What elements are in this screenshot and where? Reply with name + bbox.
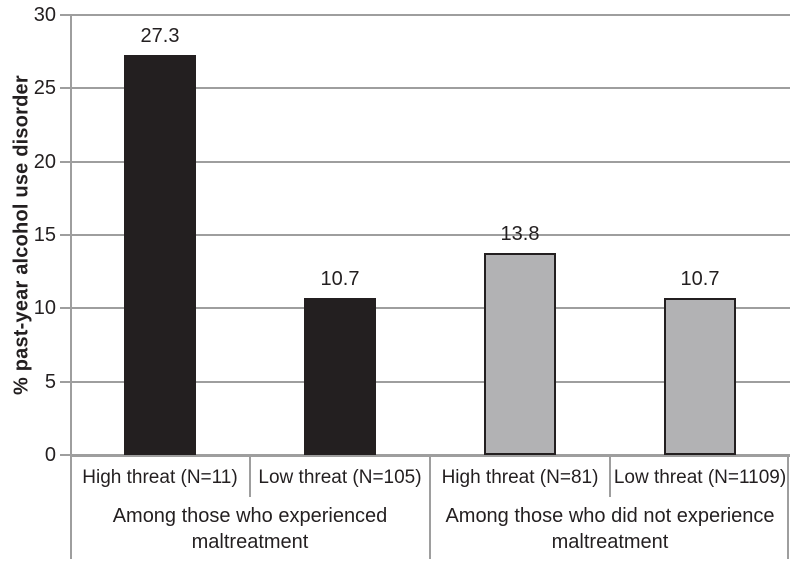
gridline — [70, 234, 790, 236]
y-tick-mark — [60, 14, 70, 16]
axis-separator — [70, 457, 72, 559]
y-tick-label: 25 — [33, 77, 56, 100]
bar — [664, 298, 736, 455]
y-tick-mark — [60, 160, 70, 163]
category-label: Low threat (N=1109) — [613, 467, 787, 488]
axis-separator — [429, 457, 431, 559]
axis-separator — [609, 457, 611, 497]
bar-value-label: 13.8 — [500, 222, 540, 245]
y-axis-line — [70, 15, 72, 457]
x-axis-label-area: High threat (N=11) Low threat (N=105) High… — [70, 455, 790, 561]
y-tick-mark — [60, 380, 70, 383]
y-tick-label: 30 — [33, 4, 56, 26]
gridline — [70, 380, 790, 383]
group-label: Among those who experienced maltreatment — [112, 505, 388, 553]
axis-separator — [249, 457, 251, 497]
y-tick-mark — [60, 87, 70, 90]
bar-value-label: 27.3 — [140, 24, 180, 47]
y-tick-label: 20 — [33, 150, 56, 173]
y-tick-mark — [60, 307, 70, 310]
bar — [124, 54, 196, 455]
y-tick-label: 15 — [33, 224, 56, 246]
bar — [304, 298, 376, 455]
y-tick-label: 0 — [44, 444, 56, 466]
gridline — [70, 87, 790, 90]
category-label: High threat (N=11) — [82, 467, 238, 488]
gridline — [70, 307, 790, 310]
bar-value-label: 10.7 — [680, 268, 720, 291]
category-label: High threat (N=81) — [441, 467, 599, 488]
group-label: Among those who did not experience maltr… — [445, 505, 775, 553]
y-tick-label: 5 — [44, 370, 56, 393]
axis-separator — [787, 457, 789, 559]
gridline — [70, 14, 790, 16]
y-tick-mark — [60, 234, 70, 236]
y-tick-mark — [60, 454, 70, 456]
category-label: Low threat (N=105) — [258, 467, 422, 488]
bar — [484, 252, 556, 455]
gridline — [70, 160, 790, 163]
plot-area: 27.3 10.7 13.8 10.7 — [70, 14, 790, 456]
y-tick-label: 10 — [33, 297, 56, 320]
bar-value-label: 10.7 — [320, 268, 360, 291]
